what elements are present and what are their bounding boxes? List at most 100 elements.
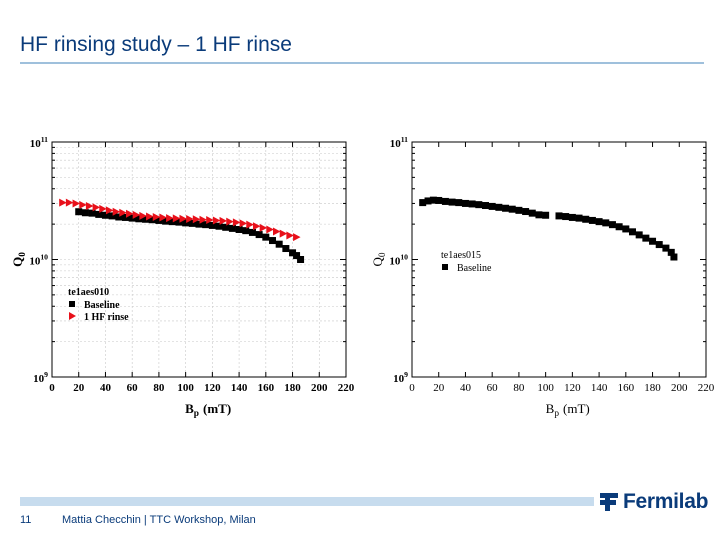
data-point-square xyxy=(222,223,230,231)
data-point-square xyxy=(202,221,210,229)
data-point-square xyxy=(262,233,270,241)
data-point-square xyxy=(455,199,463,207)
data-point-triangle xyxy=(259,223,268,232)
x-tick-label: 120 xyxy=(564,382,581,394)
data-point-square xyxy=(495,203,503,211)
x-tick-label: 200 xyxy=(311,382,328,394)
grid-lines xyxy=(52,142,346,377)
data-point-triangle xyxy=(246,220,254,229)
data-point-square xyxy=(242,227,250,235)
data-point-triangle xyxy=(99,204,107,213)
data-point-triangle xyxy=(139,211,147,220)
data-point-square xyxy=(248,228,256,236)
data-point-triangle xyxy=(65,198,74,207)
data-point-square xyxy=(168,218,176,226)
data-point-square xyxy=(75,208,83,216)
data-point-square xyxy=(602,219,610,227)
x-tick-label: 160 xyxy=(258,382,275,394)
y-tick-label: 1011 xyxy=(390,135,408,150)
data-point-square xyxy=(441,197,449,205)
data-point-square xyxy=(435,196,443,204)
x-axis-label: Bp xyxy=(185,401,199,419)
data-point-triangle xyxy=(252,222,261,231)
data-point-square xyxy=(635,231,643,239)
data-point-triangle xyxy=(199,215,208,224)
fermilab-icon xyxy=(600,493,618,511)
x-tick-label: 140 xyxy=(591,382,608,394)
data-point-square xyxy=(448,198,456,206)
data-point-triangle xyxy=(146,212,154,221)
data-point-triangle xyxy=(79,200,87,209)
data-point-square xyxy=(135,215,143,223)
legend-marker-triangle xyxy=(69,312,76,320)
data-point-triangle xyxy=(119,208,127,217)
y-axis-label: Q0 xyxy=(370,252,388,266)
x-tick-label: 180 xyxy=(284,382,301,394)
y-tick-label: 1010 xyxy=(389,253,408,268)
x-tick-label: 140 xyxy=(231,382,248,394)
data-point-square xyxy=(568,213,576,221)
series-baseline xyxy=(75,208,305,263)
y-axis-label-group: Q0 xyxy=(10,252,28,267)
data-point-square xyxy=(528,209,536,217)
data-point-square xyxy=(655,241,663,249)
legend-title: te1aes015 xyxy=(441,250,481,261)
data-point-square xyxy=(608,221,616,229)
chart-background xyxy=(355,130,720,430)
data-point-square xyxy=(582,215,590,223)
x-tick-label: 180 xyxy=(644,382,661,394)
data-point-square xyxy=(515,206,523,214)
x-tick-label: 40 xyxy=(100,382,112,394)
x-tick-label: 20 xyxy=(433,382,445,394)
data-point-triangle xyxy=(72,199,81,208)
data-point-square xyxy=(293,252,301,260)
data-point-square xyxy=(182,219,190,227)
data-point-square xyxy=(595,218,603,226)
data-point-triangle xyxy=(293,233,301,242)
footer-bar xyxy=(20,497,594,506)
data-point-triangle xyxy=(159,213,167,222)
data-point-square xyxy=(195,220,203,228)
data-point-square xyxy=(235,226,243,234)
data-point-square xyxy=(148,216,156,224)
data-point-square xyxy=(88,209,96,217)
data-point-square xyxy=(542,211,550,219)
x-tick-label: 100 xyxy=(537,382,554,394)
data-point-triangle xyxy=(186,215,194,224)
data-point-square xyxy=(81,209,89,217)
data-point-triangle xyxy=(166,214,174,223)
legend-marker-square xyxy=(442,264,448,270)
data-point-square xyxy=(522,208,530,216)
data-point-square xyxy=(629,228,636,236)
data-point-triangle xyxy=(212,216,221,225)
data-point-square xyxy=(142,215,150,223)
legend-label: 1 HF rinse xyxy=(84,312,129,323)
data-point-square xyxy=(667,248,675,256)
data-point-square xyxy=(108,212,116,220)
data-point-square xyxy=(535,211,543,219)
data-point-square xyxy=(468,200,476,208)
data-point-triangle xyxy=(105,206,114,215)
data-point-triangle xyxy=(232,218,241,227)
data-point-triangle xyxy=(286,231,294,240)
data-point-square xyxy=(502,204,510,212)
x-tick-label: 80 xyxy=(153,382,165,394)
chart-te1aes010: 0 20 40 60 80 100 120 140 160 180 200 220 109 1010 101… xyxy=(0,130,360,430)
legend-title: te1aes010 xyxy=(68,287,109,298)
data-point-square xyxy=(215,222,223,230)
data-point-square xyxy=(162,217,170,225)
data-point-triangle xyxy=(92,203,101,212)
chart-te1aes015: 0 20 40 60 80 100 120 140 160 180 200 220 109 1010 101… xyxy=(355,130,720,430)
data-point-square xyxy=(208,221,216,229)
x-tick-label: 220 xyxy=(698,382,715,394)
data-point-square xyxy=(255,231,263,239)
data-point-square xyxy=(419,199,427,207)
logo-text: Fermilab xyxy=(623,490,709,513)
legend-marker-square xyxy=(69,301,75,307)
fermilab-logo: Fermilab xyxy=(598,490,708,514)
data-point-square xyxy=(588,216,596,224)
data-point-square xyxy=(188,219,196,227)
page-number: 11 xyxy=(20,514,32,526)
data-point-square xyxy=(289,249,297,257)
data-point-triangle xyxy=(279,229,288,238)
